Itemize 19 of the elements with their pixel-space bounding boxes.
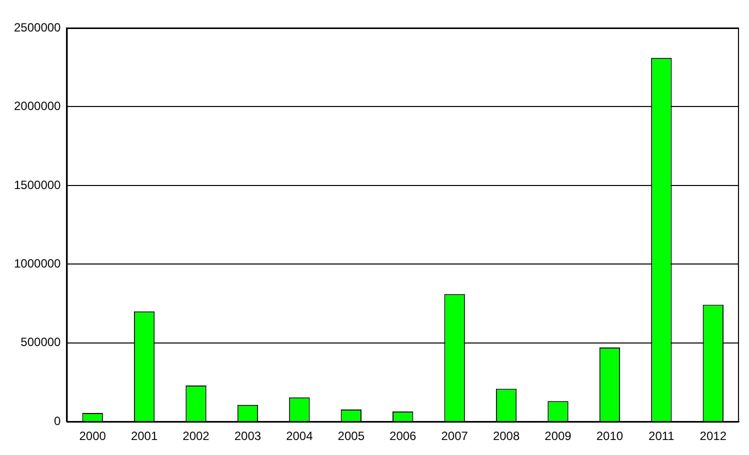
x-tick-label: 2012 <box>700 429 727 444</box>
x-tick-label: 2007 <box>441 429 468 444</box>
y-tick-label: 0 <box>54 414 62 428</box>
x-tick-label: 2000 <box>79 429 106 444</box>
y-tick-label: 500000 <box>20 335 62 350</box>
x-tick-label: 2009 <box>544 429 572 444</box>
y-tick-label: 2500000 <box>14 20 62 34</box>
x-tick-label: 2005 <box>338 429 365 444</box>
x-tick-label: 2001 <box>130 429 158 444</box>
x-tick-label: 2004 <box>286 429 314 444</box>
y-tick-label: 2000000 <box>14 99 62 114</box>
y-tick-label: 1500000 <box>14 178 62 192</box>
y-tick-label: 1000000 <box>14 256 62 270</box>
x-tick-label: 2008 <box>492 429 520 444</box>
x-tick-label: 2010 <box>596 429 624 444</box>
x-tick-label: 2011 <box>648 429 675 444</box>
x-tick-label: 2006 <box>390 429 417 444</box>
x-tick-label: 2003 <box>234 429 262 444</box>
x-tick-label: 2002 <box>182 429 210 444</box>
